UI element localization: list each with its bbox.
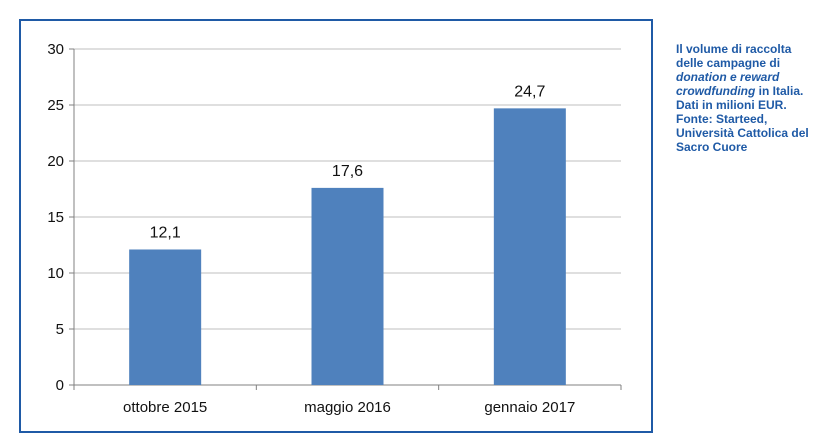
y-tick-label: 15 — [47, 209, 64, 226]
bar-chart: 0 5 10 15 20 25 30 12,1 ottobre 2015 17,6 maggio 2… — [47, 41, 622, 416]
y-tick-label: 5 — [56, 321, 64, 338]
caption-text: Il volume di raccolta delle campagne di … — [676, 42, 820, 98]
caption-connector: e — [726, 70, 740, 84]
labels: 0 5 10 15 20 25 30 12,1 ottobre 2015 17,6 maggio 2… — [47, 41, 575, 416]
y-tick-label: 30 — [47, 41, 64, 58]
caption-italic-reward: reward crowdfunding — [676, 70, 780, 98]
x-category-label: gennaio 2017 — [484, 399, 575, 416]
x-category-label: maggio 2016 — [304, 399, 391, 416]
caption-line2-end: in Italia. — [755, 84, 804, 98]
bar — [493, 108, 566, 386]
caption-italic-donation: donation — [676, 70, 727, 84]
y-tick-label: 20 — [47, 153, 64, 170]
data-label: 12,1 — [150, 224, 181, 241]
y-tick-label: 25 — [47, 97, 64, 114]
chart-caption: Il volume di raccolta delle campagne di … — [676, 42, 820, 154]
y-tick-label: 10 — [47, 265, 64, 282]
x-category-label: ottobre 2015 — [123, 399, 207, 416]
data-label: 17,6 — [332, 163, 363, 180]
caption-units: Dati in milioni EUR. — [676, 98, 787, 112]
chart-frame: 0 5 10 15 20 25 30 12,1 ottobre 2015 17,6 maggio 2… — [19, 19, 653, 433]
bar — [129, 249, 202, 385]
bar — [311, 187, 384, 385]
bars — [129, 108, 566, 386]
caption-source: Fonte: Starteed, Università Cattolica de… — [676, 112, 809, 154]
y-tick-label: 0 — [56, 377, 64, 394]
data-label: 24,7 — [514, 83, 545, 100]
caption-line1: Il volume di raccolta delle campagne di — [676, 42, 792, 70]
